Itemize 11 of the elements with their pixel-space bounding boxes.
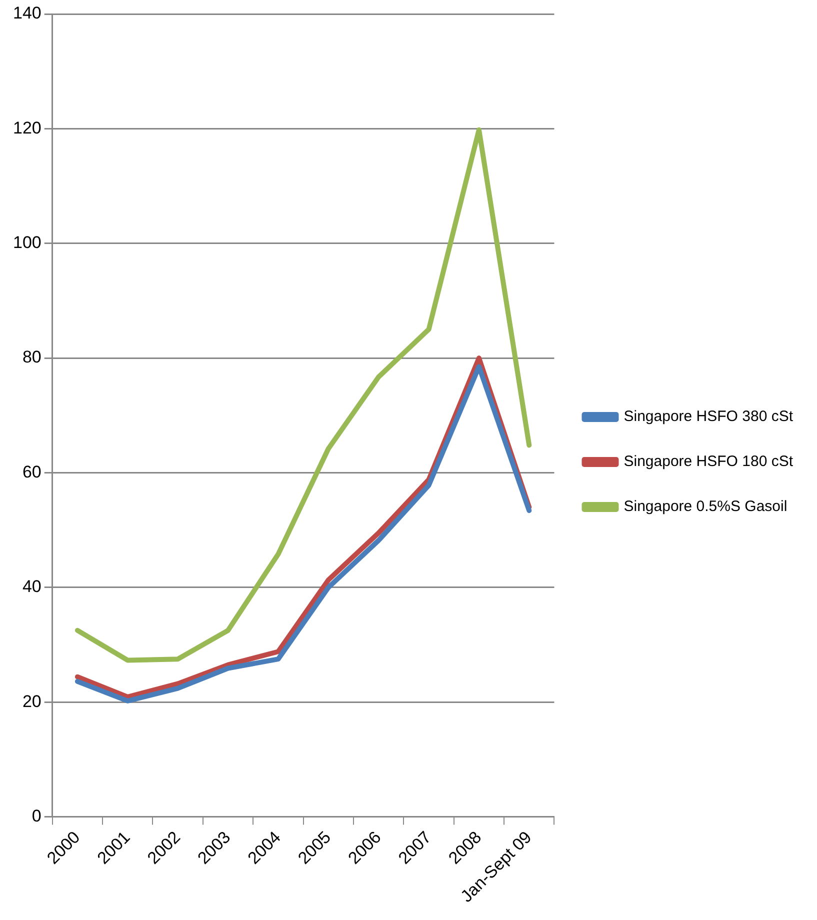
- y-tick-label: 40: [22, 577, 42, 596]
- y-tick-label: 60: [22, 462, 42, 482]
- y-tick-label: 20: [22, 692, 42, 711]
- y-tick-label: 140: [12, 4, 42, 23]
- y-tick-label: 120: [12, 118, 42, 138]
- legend-label: Singapore HSFO 180 cSt: [624, 453, 794, 470]
- y-tick-label: 100: [12, 233, 42, 252]
- legend-label: Singapore 0.5%S Gasoil: [624, 498, 788, 516]
- y-tick-label: 80: [22, 348, 42, 367]
- y-tick-label: 0: [32, 806, 42, 826]
- legend-label: Singapore HSFO 380 cSt: [624, 408, 794, 426]
